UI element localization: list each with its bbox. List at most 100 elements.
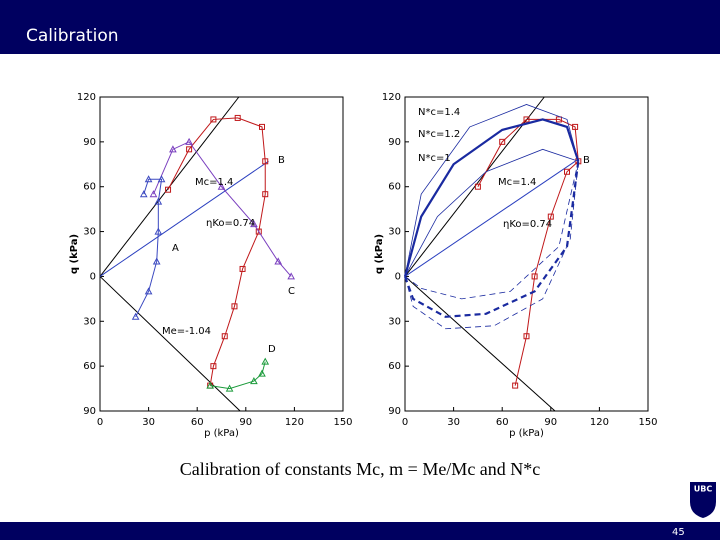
annotation: D xyxy=(268,344,276,355)
marker xyxy=(154,227,163,235)
footer-bar xyxy=(0,522,720,540)
marker xyxy=(152,257,161,265)
x-tick-label: 30 xyxy=(447,417,460,428)
series-line xyxy=(403,161,580,318)
y-tick-label: 30 xyxy=(388,227,401,238)
annotation: B xyxy=(583,155,590,166)
x-tick-label: 30 xyxy=(142,417,155,428)
marker xyxy=(555,116,562,123)
annotation: ηKo=0.74 xyxy=(206,218,255,229)
marker xyxy=(225,384,234,392)
y-tick-label: 90 xyxy=(83,406,96,417)
marker xyxy=(255,228,262,235)
annotation: Mc=1.4 xyxy=(498,177,536,188)
caption: Calibration of constants Mc, m = Me/Mc a… xyxy=(180,459,541,479)
marker xyxy=(572,123,579,130)
marker xyxy=(185,137,193,145)
y-tick-label: 90 xyxy=(388,406,401,417)
marker xyxy=(274,257,283,265)
marker xyxy=(250,377,258,385)
logo: UBC xyxy=(690,482,716,518)
series-line xyxy=(404,148,579,277)
series-line xyxy=(167,117,266,386)
y-tick-label: 30 xyxy=(83,316,96,327)
series-line xyxy=(99,276,241,412)
marker xyxy=(531,273,538,280)
annotation: C xyxy=(288,286,295,297)
slide-title: Calibration xyxy=(26,26,119,46)
marker xyxy=(262,158,269,165)
annotation: N*c=1.4 xyxy=(418,107,460,118)
series-line xyxy=(99,160,269,277)
y-tick-label: 120 xyxy=(382,92,401,103)
y-tick-label: 90 xyxy=(388,137,401,148)
y-tick-label: 60 xyxy=(388,182,401,193)
marker xyxy=(210,363,217,370)
series-line xyxy=(210,361,266,390)
y-tick-label: 30 xyxy=(83,227,96,238)
marker xyxy=(523,333,530,340)
series-line xyxy=(404,96,545,277)
marker xyxy=(564,168,570,175)
marker xyxy=(144,175,153,183)
marker xyxy=(149,190,158,198)
x-tick-label: 150 xyxy=(638,417,657,428)
series-line xyxy=(403,118,580,277)
marker xyxy=(139,190,148,198)
marker xyxy=(239,265,246,272)
plot-frame xyxy=(404,96,649,412)
x-tick-label: 60 xyxy=(496,417,509,428)
marker xyxy=(157,175,166,183)
y-tick-label: 30 xyxy=(388,316,401,327)
y-axis-label: q (kPa) xyxy=(374,234,385,274)
series-line xyxy=(404,276,556,412)
marker xyxy=(259,123,265,130)
annotation: N*c=1.2 xyxy=(418,129,460,140)
plot-frame xyxy=(99,96,344,412)
marker xyxy=(154,197,163,205)
x-tick-label: 120 xyxy=(285,417,304,428)
marker xyxy=(217,182,226,190)
y-tick-label: 60 xyxy=(83,361,96,372)
marker xyxy=(131,312,140,320)
x-tick-label: 0 xyxy=(402,417,408,428)
marker xyxy=(262,191,269,198)
marker xyxy=(186,146,193,153)
marker xyxy=(523,116,530,123)
annotation: N*c=1 xyxy=(418,153,451,164)
marker xyxy=(234,114,241,121)
y-tick-label: 60 xyxy=(388,361,401,372)
series-line xyxy=(404,104,579,277)
x-tick-label: 120 xyxy=(590,417,609,428)
annotation: A xyxy=(172,243,179,254)
annotation: ηKo=0.74 xyxy=(503,219,552,230)
y-tick-label: 90 xyxy=(83,137,96,148)
x-tick-label: 90 xyxy=(239,417,252,428)
annotation: Mc=1.4 xyxy=(195,177,233,188)
marker xyxy=(258,369,266,377)
marker xyxy=(206,381,215,389)
marker xyxy=(474,183,481,190)
series-line xyxy=(153,141,292,277)
x-axis-label: p (kPa) xyxy=(204,428,239,439)
y-tick-label: 60 xyxy=(83,182,96,193)
x-tick-label: 90 xyxy=(544,417,557,428)
marker xyxy=(221,333,228,340)
y-tick-label: 120 xyxy=(77,92,96,103)
x-tick-label: 0 xyxy=(97,417,103,428)
marker xyxy=(231,303,238,310)
y-axis-label: q (kPa) xyxy=(69,234,80,274)
marker xyxy=(261,357,270,365)
marker xyxy=(547,213,554,220)
logo-text: UBC xyxy=(694,485,713,494)
marker xyxy=(499,138,506,145)
marker xyxy=(169,145,177,153)
marker xyxy=(250,220,258,228)
annotation: B xyxy=(278,155,285,166)
y-tick-label: 0 xyxy=(395,271,401,282)
logo-shield xyxy=(690,482,716,518)
series-line xyxy=(404,161,579,330)
header-bar xyxy=(0,0,720,18)
